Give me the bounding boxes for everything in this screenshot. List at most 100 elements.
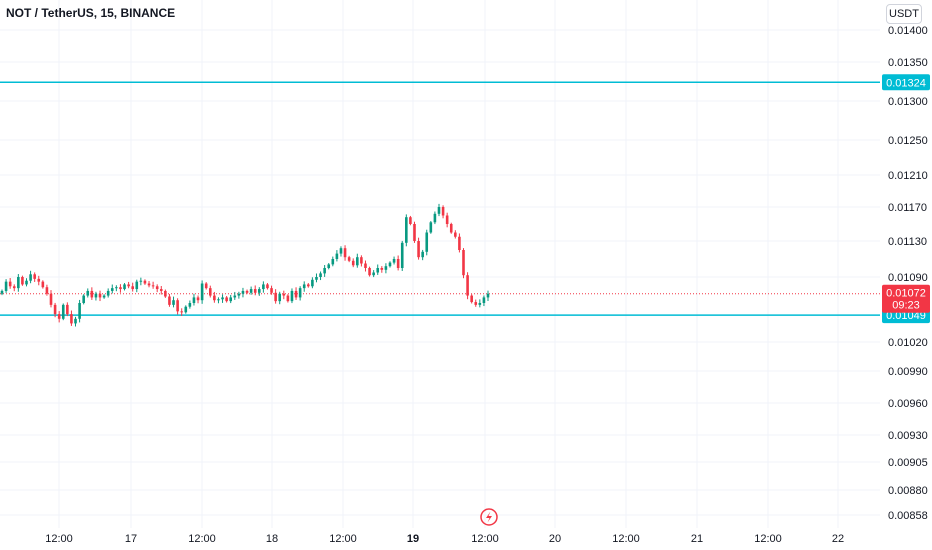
candle-body <box>176 300 179 312</box>
candle-body <box>270 288 273 293</box>
candle-body <box>25 280 28 285</box>
candle-body <box>155 286 159 290</box>
candle-body <box>433 213 437 223</box>
candle-body <box>339 248 343 254</box>
candle-body <box>262 284 265 290</box>
candle-body <box>425 232 429 252</box>
candle-body <box>98 293 102 298</box>
currency-button[interactable]: USDT <box>886 4 922 24</box>
candle-body <box>147 283 151 286</box>
candle-body <box>213 295 216 301</box>
candle-body <box>392 259 396 263</box>
price-tick-label: 0.01020 <box>888 337 928 349</box>
candle-body <box>164 290 167 297</box>
candle-body <box>41 281 45 288</box>
price-tick-label: 0.01090 <box>888 272 928 284</box>
candle-body <box>131 286 134 290</box>
candle-body <box>237 293 241 296</box>
candle-body <box>115 287 118 289</box>
candle-body <box>78 303 81 319</box>
candle-body <box>462 250 465 276</box>
candle-body <box>364 263 367 268</box>
candle-body <box>298 288 302 298</box>
candle-body <box>74 318 77 324</box>
horizontal-lines[interactable] <box>0 81 880 316</box>
level-price-tag-label: 0.01049 <box>886 310 926 322</box>
price-tick-label: 0.00905 <box>888 457 928 469</box>
time-tick-label: 12:00 <box>45 533 73 545</box>
candle-body <box>319 273 322 277</box>
candle-body <box>33 274 36 279</box>
candle-body <box>257 289 261 293</box>
last-price-label: 0.01072 <box>886 288 926 300</box>
price-axis[interactable]: 0.01400 0.01350 0.01300 0.01250 0.01210 0.011… <box>888 25 928 522</box>
candle-body <box>37 278 41 282</box>
candle-body <box>470 295 473 303</box>
candle-body <box>61 304 65 319</box>
price-tick-label: 0.01400 <box>888 25 928 37</box>
candle-body <box>217 299 220 301</box>
time-tick-label: 12:00 <box>329 533 357 545</box>
time-axis[interactable]: 12:00 17 12:00 18 12:00 19 12:00 20 12:00 21 12:00… <box>45 533 844 545</box>
candle-body <box>57 314 61 319</box>
candle-body <box>343 248 347 258</box>
chart-grid <box>0 0 880 528</box>
candle-body <box>302 284 306 289</box>
candle-body <box>368 268 371 276</box>
price-tick-label: 0.01250 <box>888 135 928 147</box>
candle-body <box>180 311 183 313</box>
candle-body <box>172 300 175 305</box>
candle-body <box>49 293 53 305</box>
time-tick-label: 12:00 <box>471 533 499 545</box>
time-tick-label: 12:00 <box>754 533 782 545</box>
candle-body <box>388 262 392 267</box>
candle-body <box>225 297 228 302</box>
candle-body <box>409 217 412 224</box>
candle-body <box>139 280 143 282</box>
candle-body <box>286 295 290 302</box>
candle-body <box>110 288 114 291</box>
candle-body <box>123 284 126 290</box>
time-tick-label: 22 <box>832 533 844 545</box>
candle-body <box>4 281 8 291</box>
candle-body <box>327 264 331 268</box>
price-tick-label: 0.01300 <box>888 96 928 108</box>
candle-body <box>311 279 314 287</box>
candle-body <box>413 224 416 241</box>
time-tick-label: 18 <box>266 533 278 545</box>
candle-body <box>21 277 24 285</box>
price-tick-label: 0.01350 <box>888 57 928 69</box>
candle-body <box>405 217 408 243</box>
candle-body <box>70 314 73 324</box>
candle-body <box>249 289 253 293</box>
candle-body <box>266 284 269 289</box>
replay-icon[interactable] <box>480 508 498 526</box>
candle-body <box>458 236 461 250</box>
time-tick-label: 19 <box>407 533 419 545</box>
candle-body <box>351 260 355 266</box>
candle-body <box>360 257 363 264</box>
time-tick-label: 12:00 <box>612 533 640 545</box>
price-tick-label: 0.00880 <box>888 485 928 497</box>
candle-body <box>86 290 90 296</box>
candle-body <box>208 288 212 296</box>
candles <box>0 203 490 327</box>
price-tick-label: 0.01210 <box>888 170 928 182</box>
candle-body <box>335 253 339 259</box>
time-tick-label: 12:00 <box>188 533 216 545</box>
candle-body <box>474 302 478 305</box>
candle-body <box>188 303 192 307</box>
candle-body <box>82 295 85 303</box>
candle-body <box>274 292 277 302</box>
candle-body <box>8 281 12 287</box>
candle-body <box>347 257 351 261</box>
price-tick-label: 0.00990 <box>888 366 928 378</box>
candle-body <box>102 295 106 298</box>
candle-body <box>90 290 94 298</box>
candle-body <box>17 277 20 289</box>
candle-body <box>66 304 69 315</box>
candle-body <box>282 293 286 296</box>
countdown-label: 09:23 <box>892 300 920 312</box>
